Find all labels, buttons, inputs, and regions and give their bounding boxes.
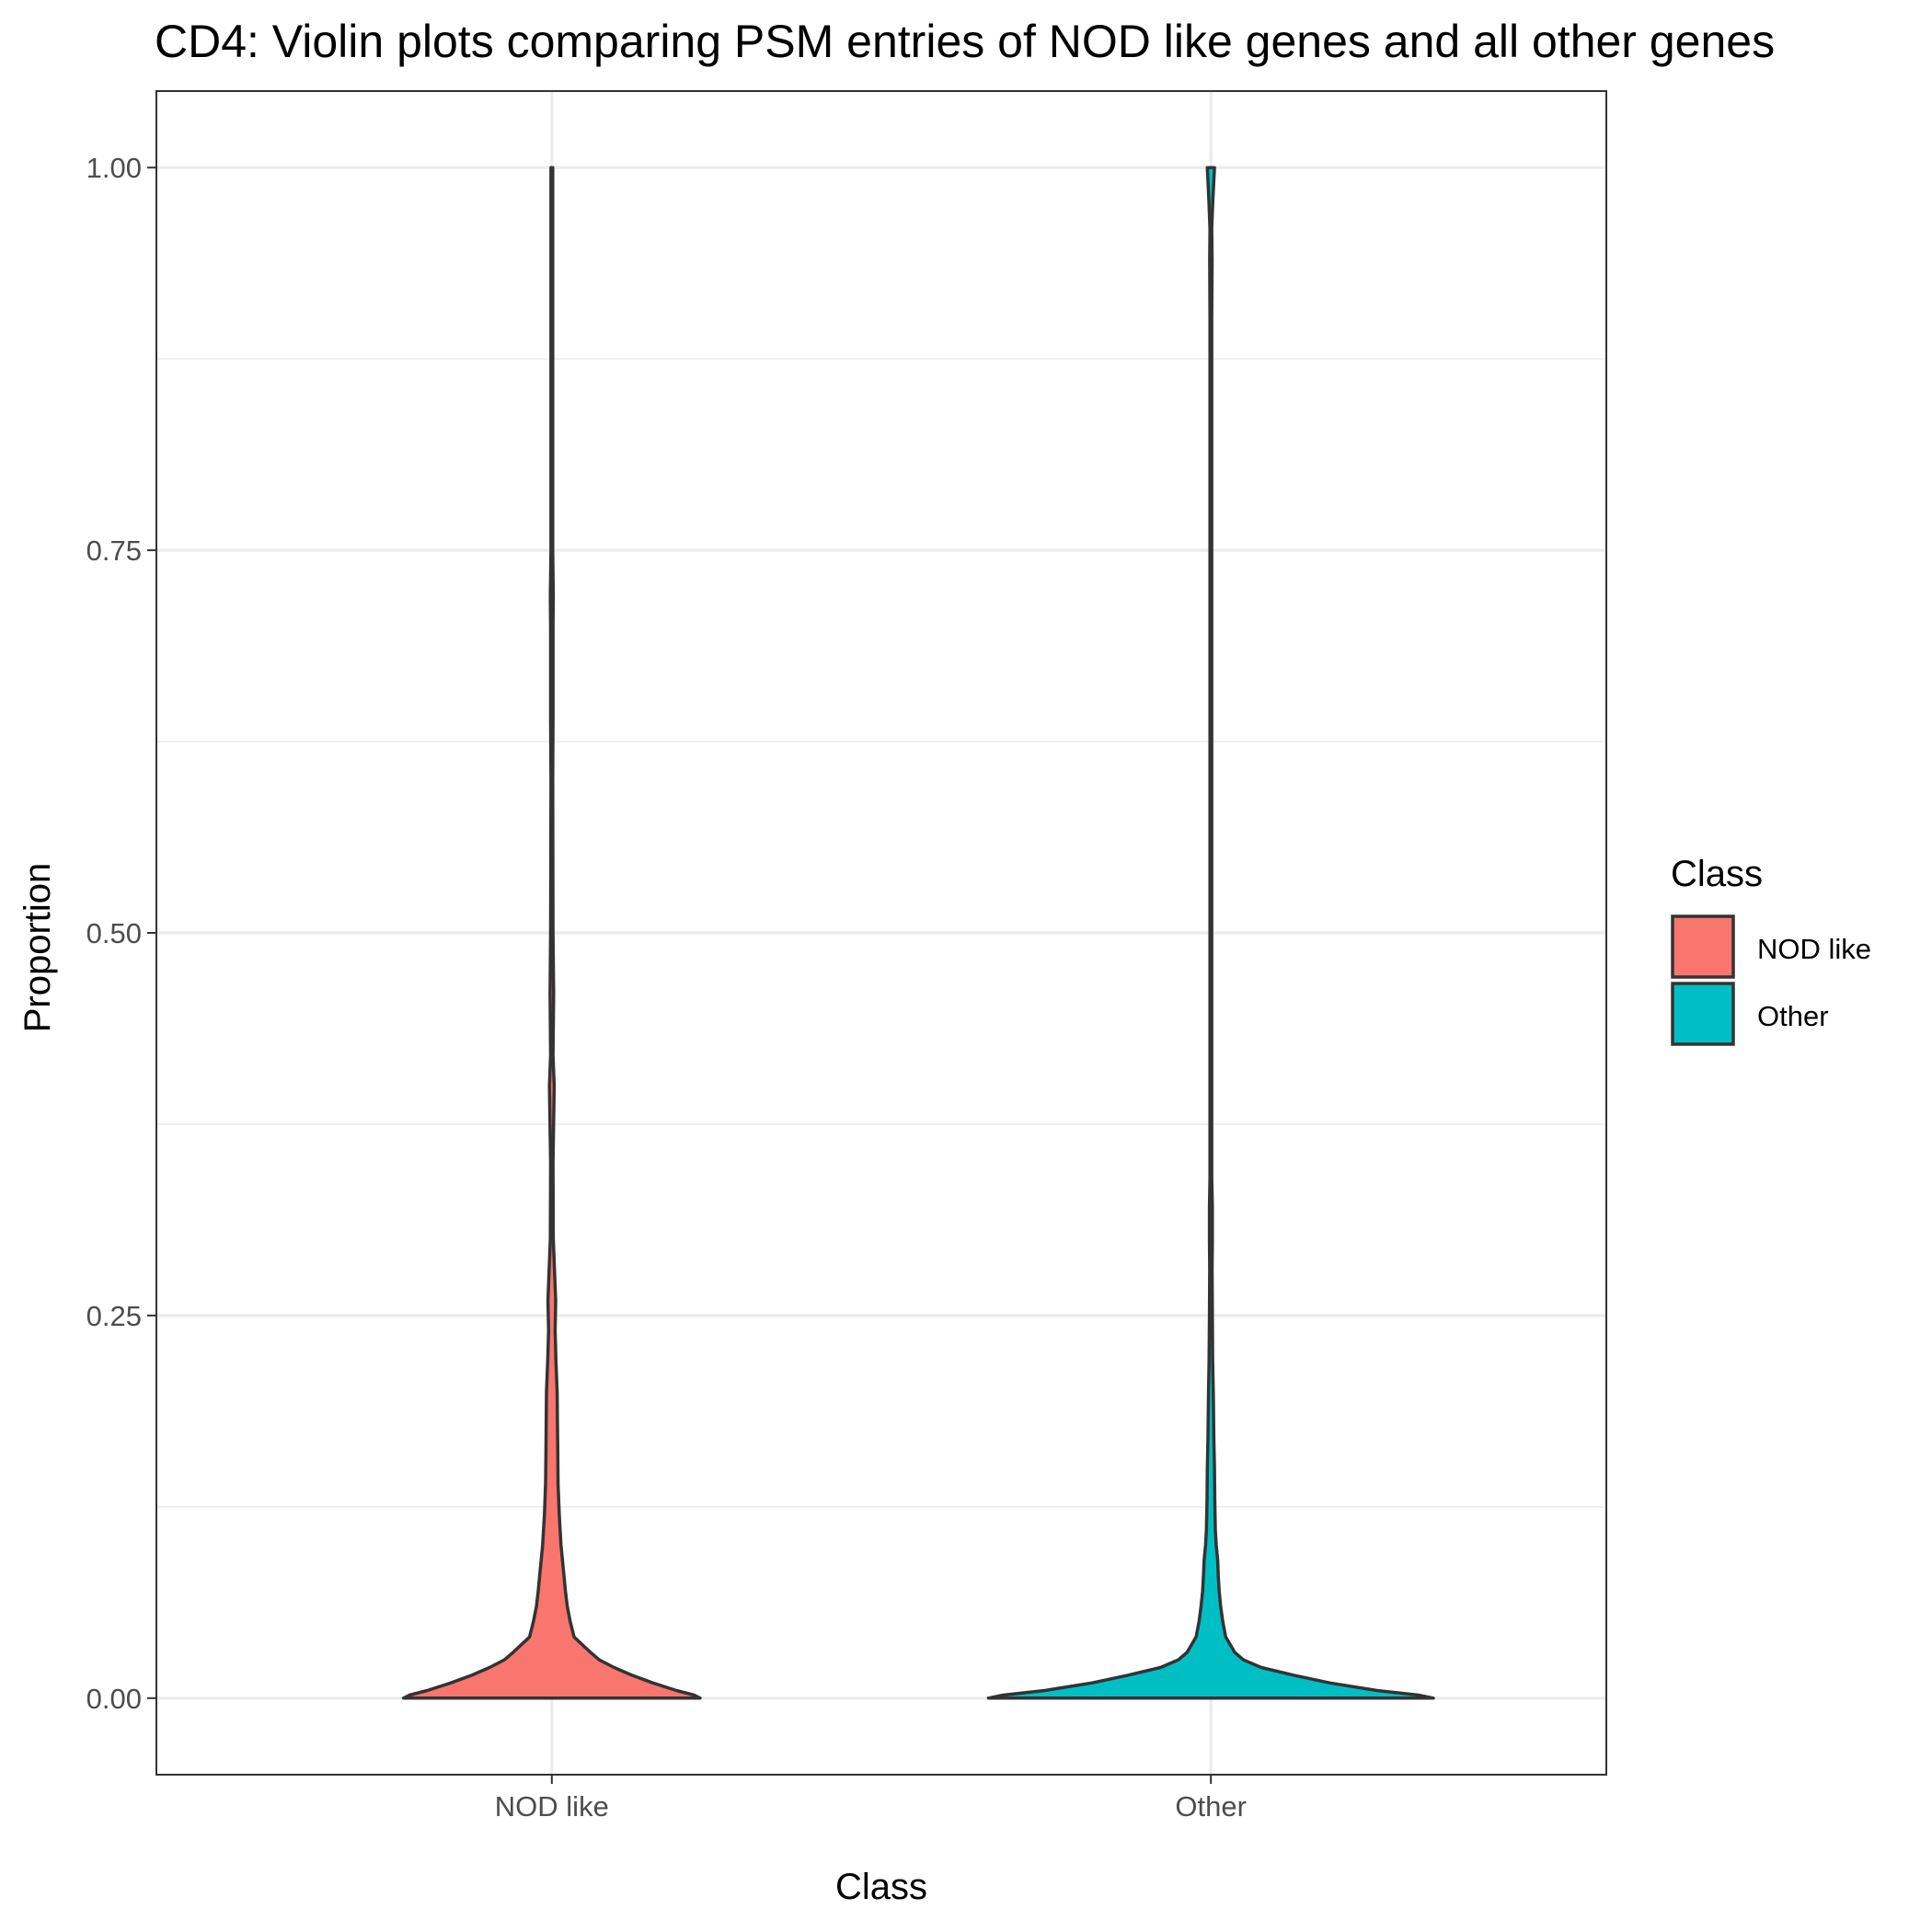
legend-title: Class [1671, 854, 1763, 894]
y-tick-label: 0.25 [86, 1300, 142, 1332]
legend-key-nod-like [1671, 914, 1735, 979]
y-axis-title: Proportion [17, 863, 58, 1033]
y-axis: 0.00 0.25 0.50 0.75 1.00 [86, 152, 156, 1715]
x-tick-label: Other [1175, 1790, 1247, 1823]
legend-label-other: Other [1757, 1000, 1829, 1032]
violin-other [986, 166, 1435, 1700]
x-axis: NOD like Other [495, 1775, 1247, 1823]
legend: Class NOD like Other [1671, 854, 1871, 1046]
y-tick-label: 0.00 [86, 1683, 142, 1715]
y-tick-label: 1.00 [86, 152, 142, 184]
plot-panel [155, 90, 1607, 1776]
y-tick-label: 0.75 [86, 535, 142, 567]
chart-title: CD4: Violin plots comparing PSM entries … [155, 16, 1775, 67]
legend-label-nod-like: NOD like [1757, 933, 1871, 965]
y-tick-label: 0.50 [86, 917, 142, 949]
violins [401, 166, 1435, 1700]
violin-nod-like [401, 166, 702, 1700]
legend-key-other [1671, 982, 1735, 1046]
x-axis-title: Class [835, 1867, 927, 1907]
x-tick-label: NOD like [495, 1790, 609, 1823]
